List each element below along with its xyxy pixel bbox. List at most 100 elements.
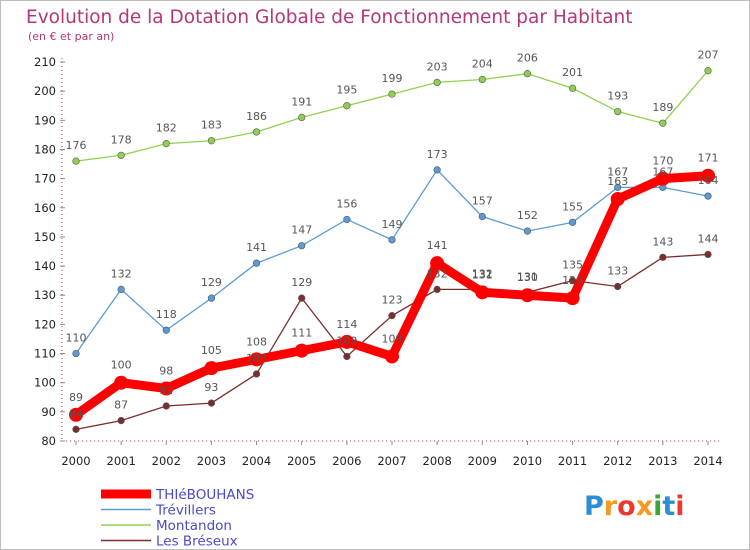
- series-point-thi-bouhans: [701, 168, 715, 183]
- data-label-les-br-seux: 103: [246, 352, 267, 365]
- series-point-montandon: [117, 151, 125, 159]
- series-point-les-br-seux: [343, 352, 351, 361]
- data-label-thi-bouhans: 141: [427, 239, 448, 252]
- series-point-tr-villers: [252, 259, 261, 267]
- data-label-tr-villers: 156: [336, 197, 357, 210]
- data-label-montandon: 182: [156, 122, 177, 135]
- data-label-tr-villers: 118: [156, 308, 177, 321]
- data-label-tr-villers: 141: [246, 241, 267, 254]
- series-point-les-br-seux: [72, 425, 80, 433]
- series-point-tr-villers: [343, 215, 351, 224]
- series-point-montandon: [162, 140, 170, 148]
- x-tick-label: 2011: [558, 454, 587, 468]
- data-label-les-br-seux: 92: [159, 384, 173, 397]
- y-tick-label: 130: [34, 288, 56, 302]
- series-point-les-br-seux: [433, 285, 441, 294]
- data-label-les-br-seux: 131: [517, 270, 538, 283]
- y-tick-label: 120: [34, 317, 56, 331]
- logo-letter: r: [604, 491, 618, 522]
- data-label-les-br-seux: 133: [607, 264, 628, 277]
- series-point-les-br-seux: [298, 294, 306, 302]
- data-label-montandon: 199: [382, 72, 403, 85]
- series-point-les-br-seux: [659, 253, 667, 261]
- series-point-tr-villers: [478, 212, 486, 221]
- series-point-thi-bouhans: [294, 343, 309, 358]
- x-tick-label: 2002: [152, 454, 181, 468]
- data-label-thi-bouhans: 129: [562, 274, 583, 287]
- series-point-les-br-seux: [162, 402, 170, 410]
- series-point-les-br-seux: [614, 282, 622, 291]
- series-point-montandon: [659, 119, 667, 127]
- series-point-les-br-seux: [388, 312, 396, 320]
- y-tick-label: 110: [34, 347, 56, 361]
- chart-subtitle: (en € et par an): [28, 30, 114, 43]
- series-point-thi-bouhans: [249, 352, 264, 367]
- series-point-montandon: [298, 113, 306, 121]
- series-point-thi-bouhans: [430, 256, 445, 271]
- data-label-tr-villers: 152: [517, 209, 538, 222]
- logo-letter: P: [584, 491, 604, 522]
- x-tick-label: 2006: [332, 454, 361, 468]
- series-point-montandon: [568, 84, 577, 92]
- x-tick-label: 2001: [107, 454, 136, 468]
- series-point-tr-villers: [117, 285, 125, 294]
- series-point-thi-bouhans: [69, 407, 83, 422]
- y-tick-label: 200: [34, 84, 56, 98]
- series-point-montandon: [523, 70, 532, 78]
- series-point-montandon: [614, 107, 622, 116]
- data-label-montandon: 204: [472, 57, 493, 70]
- data-label-montandon: 178: [111, 133, 132, 146]
- series-point-montandon: [388, 90, 396, 98]
- series-point-thi-bouhans: [610, 192, 625, 207]
- series-point-tr-villers: [614, 183, 622, 191]
- series-point-montandon: [252, 128, 261, 136]
- series-point-thi-bouhans: [655, 171, 670, 186]
- series-point-thi-bouhans: [385, 349, 399, 364]
- data-label-montandon: 203: [427, 60, 448, 73]
- series-point-tr-villers: [207, 294, 216, 302]
- data-label-tr-villers: 149: [382, 218, 403, 231]
- series-layer: [69, 67, 715, 433]
- x-tick-label: 2014: [693, 454, 722, 468]
- data-label-tr-villers: 157: [472, 195, 493, 208]
- data-label-montandon: 183: [201, 119, 222, 132]
- data-label-thi-bouhans: 170: [652, 155, 673, 168]
- data-label-thi-bouhans: 89: [69, 391, 83, 404]
- series-point-thi-bouhans: [565, 291, 580, 306]
- series-point-les-br-seux: [117, 416, 125, 425]
- data-label-tr-villers: 167: [607, 165, 628, 178]
- data-label-thi-bouhans: 108: [246, 335, 267, 348]
- series-point-thi-bouhans: [475, 285, 490, 300]
- series-point-montandon: [478, 75, 486, 84]
- series-point-tr-villers: [388, 236, 396, 244]
- data-label-les-br-seux: 123: [382, 294, 403, 307]
- data-label-thi-bouhans: 131: [472, 268, 493, 281]
- series-point-tr-villers: [704, 192, 712, 200]
- chart-title: Evolution de la Dotation Globale de Fonc…: [26, 7, 633, 28]
- x-tick-label: 2009: [468, 454, 497, 468]
- y-tick-label: 140: [34, 259, 56, 273]
- series-point-les-br-seux: [704, 250, 712, 259]
- data-label-les-br-seux: 135: [562, 259, 583, 272]
- series-point-tr-villers: [433, 166, 441, 174]
- y-tick-label: 210: [34, 55, 56, 69]
- data-label-les-br-seux: 93: [204, 381, 218, 394]
- data-label-montandon: 176: [66, 139, 87, 152]
- series-point-thi-bouhans: [204, 361, 219, 376]
- data-label-tr-villers: 155: [562, 200, 583, 213]
- data-label-tr-villers: 132: [111, 267, 132, 280]
- x-tick-label: 2005: [287, 454, 316, 468]
- data-labels: 176 178 182 183 186 191 195 199 203 204 206 201 193 1…: [66, 49, 719, 421]
- y-tick-label: 160: [34, 201, 56, 215]
- data-label-tr-villers: 173: [427, 148, 448, 161]
- x-tick-label: 2004: [242, 454, 271, 468]
- legend-label-tr-villers: Trévillers: [155, 503, 216, 519]
- series-point-thi-bouhans: [339, 334, 354, 349]
- logo-letter: i: [675, 491, 684, 522]
- data-label-tr-villers: 167: [652, 165, 673, 178]
- legend-label-montandon: Montandon: [156, 518, 232, 534]
- x-tick-label: 2012: [603, 454, 632, 468]
